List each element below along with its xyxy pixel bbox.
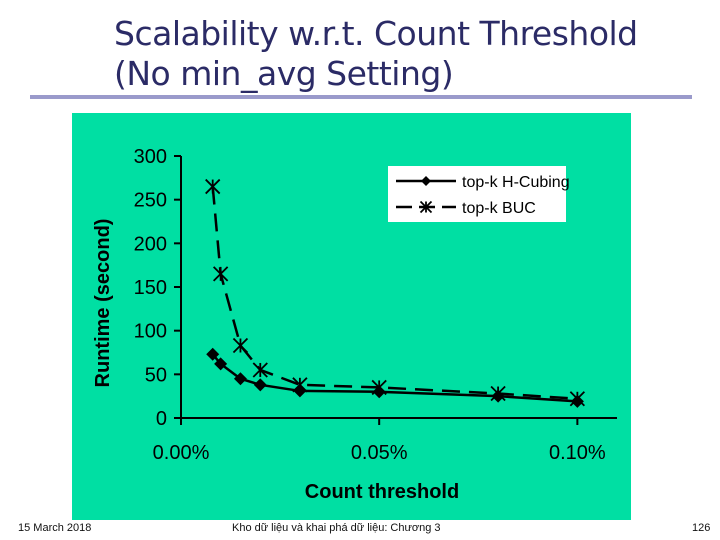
series-line (211, 186, 578, 401)
data-point (490, 385, 506, 402)
data-point (569, 391, 586, 407)
x-axis-label: Count threshold (305, 481, 459, 503)
y-axis-label: Runtime (second) (92, 219, 114, 388)
data-point (205, 178, 221, 195)
footer-date: 15 March 2018 (18, 522, 92, 534)
series-layer (205, 178, 586, 408)
y-tick-label: 100 (134, 321, 167, 343)
series-top-k-h-cubing (206, 347, 584, 408)
legend-marker (421, 176, 431, 186)
series-line (211, 353, 578, 403)
footer-course: Kho dữ liệu và khai phá dữ liệu: Chương … (232, 522, 441, 534)
legend-label: top-k H-Cubing (462, 174, 570, 191)
runtime-chart: 0 50 100 150 200 250 300 0.00% 0.05% 0.10% Runti… (92, 146, 617, 503)
slide-title-line-2: (No min_avg Setting) (114, 54, 454, 93)
x-tick-label: 0.05% (351, 442, 408, 464)
y-tick-label: 250 (134, 190, 167, 212)
series-top-k-buc (205, 178, 586, 407)
legend-marker (419, 200, 433, 214)
y-tick-label: 150 (134, 277, 167, 299)
y-tick-label: 300 (134, 146, 167, 168)
data-point (212, 266, 229, 282)
y-axis: 0 50 100 150 200 250 300 (134, 146, 182, 430)
y-tick-label: 50 (145, 364, 167, 386)
x-axis: 0.00% 0.05% 0.10% (153, 417, 617, 464)
y-tick-label: 0 (156, 408, 167, 430)
x-tick-label: 0.00% (153, 442, 210, 464)
x-tick-label: 0.10% (549, 442, 606, 464)
data-point (232, 337, 249, 354)
legend-item: top-k H-Cubing (396, 174, 570, 191)
chart-panel: 0 50 100 150 200 250 300 0.00% 0.05% 0.10% Runti… (72, 113, 631, 520)
data-point (233, 372, 247, 386)
y-tick-label: 200 (134, 233, 167, 255)
data-point (292, 377, 308, 393)
footer-page-number: 126 (692, 522, 711, 534)
data-point (252, 362, 268, 378)
legend-item: top-k BUC (396, 200, 536, 217)
title-underline (30, 95, 692, 99)
legend-box (388, 166, 566, 222)
data-point (214, 357, 228, 371)
data-point (371, 379, 387, 396)
legend-label: top-k BUC (462, 200, 536, 217)
slide-title-line-1: Scalability w.r.t. Count Threshold (114, 14, 638, 53)
data-point (206, 347, 220, 361)
slide-title: Scalability w.r.t. Count Threshold (No m… (114, 14, 638, 94)
legend: top-k H-Cubing top-k BUC (388, 166, 570, 222)
data-point (253, 378, 267, 392)
